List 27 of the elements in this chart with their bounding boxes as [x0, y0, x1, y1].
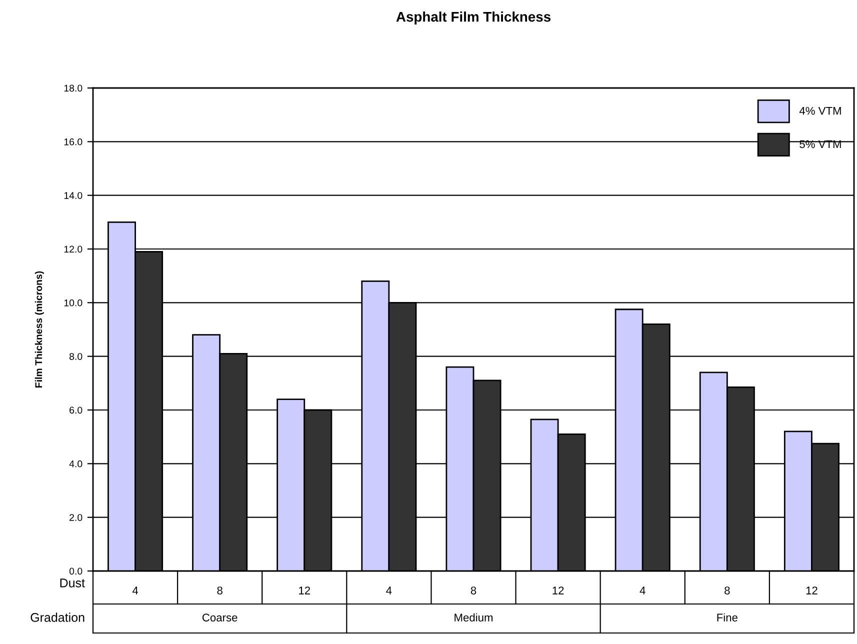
text: Fine	[717, 613, 738, 622]
x-tick-label: 4	[386, 586, 392, 594]
x-tick-label: 12	[806, 586, 818, 594]
x-tick-label: 12	[299, 586, 310, 594]
y-tick-label: 0.0	[69, 568, 82, 575]
y-tick-label: 6.0	[70, 406, 82, 414]
y-axis-title: Film Thickness (microns)	[34, 271, 44, 388]
y-tick-label: 14.0	[64, 192, 82, 199]
text: Gradation	[30, 612, 84, 622]
x-tick-label: 4	[640, 586, 646, 594]
y-tick-label: 2.0	[70, 514, 82, 521]
chart-title: Asphalt Film Thickness	[396, 12, 550, 24]
y-tick-label: 18.0	[64, 84, 82, 92]
x-axis-title: Dust	[60, 578, 85, 588]
y-tick-label: 12.0	[64, 246, 82, 253]
y-tick-label: 10.0	[64, 299, 82, 306]
text: Coarse	[202, 614, 238, 622]
y-tick-label: 16.0	[64, 138, 82, 146]
legend-label: 4% VTM	[799, 106, 841, 115]
y-tick-label: 8.0	[69, 353, 82, 360]
x-tick-label: 8	[217, 586, 222, 594]
x-tick-label: 8	[724, 586, 730, 594]
y-tick-label: 4.0	[69, 460, 82, 468]
text: Medium	[454, 613, 493, 622]
x-tick-label: 4	[132, 586, 138, 594]
x-tick-label: 12	[552, 586, 564, 594]
x-tick-label: 8	[470, 586, 476, 594]
